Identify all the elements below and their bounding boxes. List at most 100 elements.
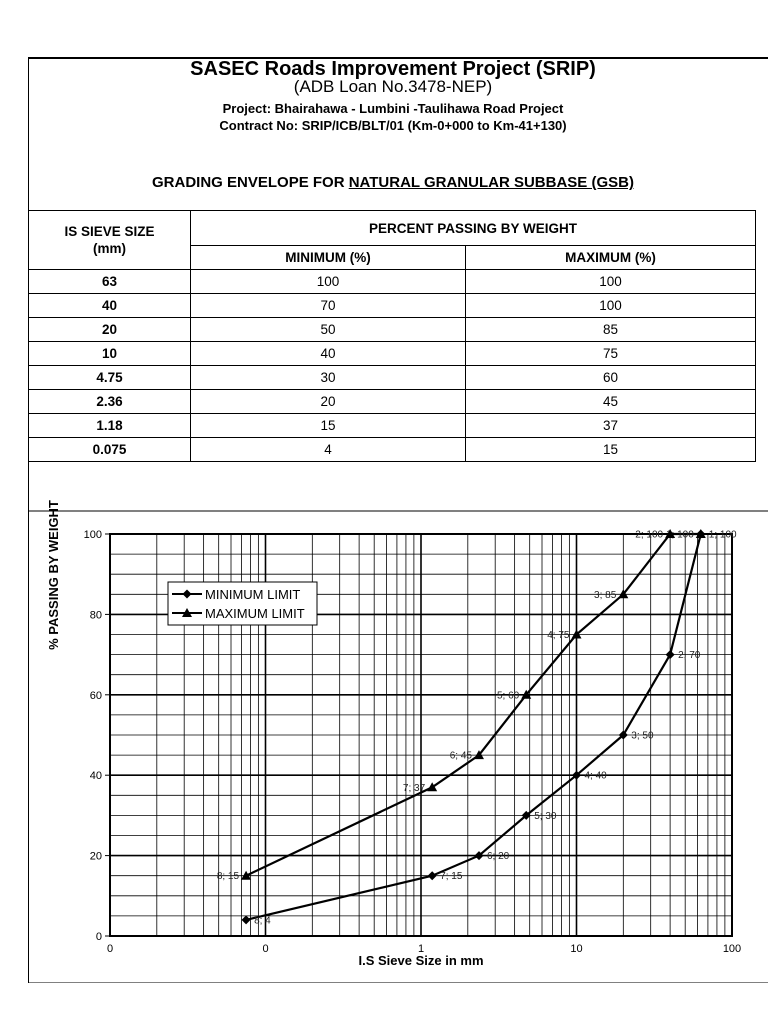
cell-min: 50 (190, 317, 466, 342)
minimum-point (618, 730, 628, 740)
chart-frame: 0 20 40 60 80 100 0 0 1 10 100 I.S Sieve Size in mm… (28, 465, 768, 983)
maximum-point (473, 750, 484, 760)
data-label: 7; 37 (403, 783, 426, 794)
maximum-point (695, 529, 706, 538)
y-axis-label: % PASSING BY WEIGHT (46, 500, 61, 650)
legend-marker (182, 608, 192, 617)
header-maximum: MAXIMUM (%) (465, 245, 756, 270)
plot-area (109, 533, 733, 937)
maximum-point (571, 629, 582, 639)
cell-min: 40 (190, 341, 466, 366)
header-percent-passing: PERCENT PASSING BY WEIGHT (190, 210, 756, 246)
cell-min: 4 (190, 437, 466, 462)
table-row: 63 100 100 (28, 269, 756, 294)
cell-min: 30 (190, 365, 466, 390)
header-sieve-size-text: IS SIEVE SIZE (mm) (64, 224, 155, 256)
cell-max: 100 (465, 293, 756, 318)
report-title: SASEC Roads Improvement Project (SRIP) (190, 58, 596, 80)
cell-max: 85 (465, 317, 756, 342)
cell-size: 10 (28, 341, 191, 366)
table-row: 2.36 20 45 (28, 389, 756, 414)
report-header: SASEC Roads Improvement Project (SRIP) (… (28, 57, 768, 210)
x-tick-label: 1 (418, 943, 424, 955)
data-label: 7; 15 (440, 871, 463, 882)
legend-box (167, 581, 318, 626)
envelope-prefix: GRADING ENVELOPE FOR (152, 174, 349, 191)
x-tick-label: 10 (570, 943, 582, 955)
cell-max: 75 (465, 341, 756, 366)
minimum-point (241, 915, 251, 925)
table-row: 20 50 85 (28, 317, 756, 342)
project-name: Project: Bhairahawa - Lumbini -Taulihawa… (222, 101, 564, 116)
maximum-point (618, 589, 629, 599)
cell-max: 100 (465, 269, 756, 294)
cell-size: 4.75 (28, 365, 191, 390)
envelope-material: NATURAL GRANULAR SUBBASE (GSB) (348, 174, 634, 191)
y-tick-label: 20 (90, 851, 102, 863)
cell-max: 37 (465, 413, 756, 438)
data-label: 5; 60 (497, 690, 520, 701)
loan-number: (ADB Loan No.3478-NEP) (293, 77, 493, 96)
table-row: 10 40 75 (28, 341, 756, 366)
data-label: 3; 50 (631, 731, 654, 742)
grading-table: IS SIEVE SIZE (mm) PERCENT PASSING BY WE… (28, 210, 756, 462)
x-tick-label: 100 (723, 943, 741, 955)
contract-number: Contract No: SRIP/ICB/BLT/01 (Km-0+000 t… (219, 118, 567, 133)
minimum-point (521, 810, 531, 820)
cell-size: 63 (28, 269, 191, 294)
maximum-point (521, 689, 532, 699)
minimum-point (665, 650, 675, 660)
cell-min: 15 (190, 413, 466, 438)
y-tick-label: 80 (90, 609, 102, 621)
table-row: 4.75 30 60 (28, 365, 756, 390)
data-label: 6; 20 (487, 851, 510, 862)
cell-min: 20 (190, 389, 466, 414)
data-label: 4; 75 (547, 630, 570, 641)
header-sieve-size: IS SIEVE SIZE (mm) (28, 210, 191, 270)
legend-marker (182, 589, 192, 599)
minimum-point (572, 770, 581, 780)
data-label: 6; 45 (450, 751, 473, 762)
series-line-maximum (245, 532, 701, 877)
table-row: 0.075 4 15 (28, 437, 756, 462)
data-label: 3; 85 (594, 590, 617, 601)
data-label: 1; 100 (666, 530, 694, 541)
legend-entry: MAXIMUM LIMIT (205, 606, 305, 621)
minimum-point (427, 871, 437, 881)
data-label: 2; 100 (635, 530, 663, 541)
maximum-point (665, 529, 676, 538)
series-line-minimum (245, 533, 702, 921)
cell-min: 70 (190, 293, 466, 318)
data-label: 2; 70 (678, 650, 701, 661)
cell-size: 1.18 (28, 413, 191, 438)
data-label: 5; 30 (534, 811, 557, 822)
y-tick-label: 0 (96, 931, 102, 943)
cell-max: 60 (465, 365, 756, 390)
y-tick-label: 100 (84, 529, 102, 541)
data-label: 1; 100 (709, 530, 737, 541)
maximum-point (241, 870, 252, 880)
data-label: 4; 40 (585, 771, 608, 782)
y-tick-label: 60 (90, 690, 102, 702)
data-label: 8; 4 (254, 915, 271, 926)
cell-size: 20 (28, 317, 191, 342)
table-row: 40 70 100 (28, 293, 756, 318)
x-axis-label: I.S Sieve Size in mm (359, 953, 484, 968)
cell-size: 0.075 (28, 437, 191, 462)
minimum-point (474, 851, 484, 861)
table-row: 1.18 15 37 (28, 413, 756, 438)
cell-min: 100 (190, 269, 466, 294)
cell-size: 40 (28, 293, 191, 318)
legend-entry: MINIMUM LIMIT (205, 587, 300, 602)
x-tick-label: 0 (107, 943, 113, 955)
y-tick-label: 40 (90, 770, 102, 782)
x-tick-label: 0 (262, 943, 268, 955)
header-minimum: MINIMUM (%) (190, 245, 466, 270)
maximum-point (427, 782, 438, 792)
cell-max: 15 (465, 437, 756, 462)
envelope-heading: GRADING ENVELOPE FOR NATURAL GRANULAR SU… (28, 174, 758, 191)
data-label: 8; 15 (217, 871, 240, 882)
cell-max: 45 (465, 389, 756, 414)
cell-size: 2.36 (28, 389, 191, 414)
